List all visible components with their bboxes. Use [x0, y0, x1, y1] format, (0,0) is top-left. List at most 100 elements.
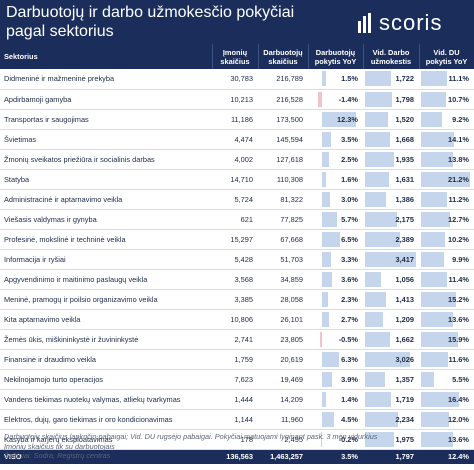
table-body: Didmeninė ir mažmeninė prekyba 30,783 216,… [0, 69, 474, 450]
avg-wage-bar-area: 1,209 [363, 310, 419, 329]
table-row: Žemės ūkis, miškininkystė ir žuvininkyst… [0, 329, 474, 350]
wage-change-value: 12.0% [448, 414, 469, 424]
table-header-row: Sektorius Įmonių skaičius Darbuotojų ska… [0, 44, 474, 69]
wage-change-bar [421, 231, 445, 247]
emp-change-bar-area: 2.5% [308, 150, 363, 169]
avg-wage-cell: 1,209 [363, 309, 419, 330]
wage-change-cell: 5.5% [419, 369, 474, 390]
emp-change-bar [321, 191, 330, 207]
wage-change-cell: 12.0% [419, 409, 474, 430]
avg-wage-cell: 1,386 [363, 189, 419, 210]
wage-change-value: 9.2% [452, 114, 469, 124]
wage-change-value: 15.2% [448, 294, 469, 304]
avg-wage-bar-area: 1,413 [363, 290, 419, 309]
employees-count: 173,500 [258, 109, 308, 130]
wage-change-cell: 11.6% [419, 349, 474, 370]
avg-wage-bar [365, 271, 381, 287]
table-row: Informacija ir ryšiai 5,428 51,703 3.3% 3,41… [0, 249, 474, 270]
emp-change-value: 4.5% [341, 414, 358, 424]
avg-wage-value: 1,386 [395, 194, 415, 204]
wage-change-cell: 9.9% [419, 249, 474, 270]
sector-name: Elektros, dujų, garo tiekimas ir oro kon… [0, 409, 212, 430]
wage-change-bar [421, 311, 453, 327]
avg-wage-bar-area: 1,798 [363, 90, 419, 109]
wage-change-cell: 14.1% [419, 129, 474, 150]
avg-wage-cell: 1,719 [363, 389, 419, 410]
emp-change-cell: 3.3% [308, 249, 363, 270]
wage-change-value: 11.2% [448, 194, 469, 204]
wage-change-bar-area: 9.2% [419, 110, 474, 129]
wage-change-bar-area: 15.9% [419, 330, 474, 349]
wage-change-cell: 11.2% [419, 189, 474, 210]
avg-wage-bar [365, 371, 386, 387]
avg-wage-bar [365, 431, 395, 447]
employees-count: 34,859 [258, 269, 308, 290]
sector-name: Kasyba ir karjerų eksploatavimas [0, 429, 212, 450]
avg-wage-cell: 1,662 [363, 329, 419, 350]
table-row: Administracinė ir aptarnavimo veikla 5,72… [0, 189, 474, 210]
emp-change-bar [321, 431, 322, 447]
companies-count: 1,444 [212, 389, 258, 410]
wage-change-cell: 13.6% [419, 309, 474, 330]
employees-count: 127,618 [258, 149, 308, 170]
wage-change-cell: 13.6% [419, 429, 474, 450]
emp-change-value: 2.5% [341, 154, 358, 164]
emp-change-bar [321, 151, 329, 167]
wage-change-value: 13.6% [448, 314, 469, 324]
avg-wage-value: 2,234 [395, 414, 415, 424]
avg-wage-cell: 3,026 [363, 349, 419, 370]
companies-count: 4,002 [212, 149, 258, 170]
emp-change-bar-area: 2.3% [308, 290, 363, 309]
emp-change-bar-area: 1.6% [308, 170, 363, 189]
wage-change-bar [421, 331, 458, 347]
avg-wage-bar-area: 2,389 [363, 230, 419, 249]
avg-wage-value: 1,209 [395, 314, 415, 324]
wage-change-cell: 11.1% [419, 69, 474, 90]
emp-change-cell: 3.6% [308, 269, 363, 290]
companies-count: 3,568 [212, 269, 258, 290]
avg-wage-bar-area: 1,520 [363, 110, 419, 129]
avg-wage-bar [365, 211, 398, 227]
header: Darbuotojų ir darbo užmokesčio pokyčiai … [0, 0, 474, 44]
companies-count: 10,213 [212, 89, 258, 110]
total-label: VISO [0, 449, 212, 464]
emp-change-bar-area: 2.7% [308, 310, 363, 329]
wage-change-bar-area: 11.4% [419, 270, 474, 289]
emp-change-bar-area: -1.4% [308, 90, 363, 109]
emp-change-bar-area: 3.3% [308, 250, 363, 269]
emp-change-value: 3.6% [341, 274, 358, 284]
footnote-line-2: Įmonių skaičius tik su darbuotojais [4, 441, 115, 451]
avg-wage-value: 1,413 [395, 294, 415, 304]
emp-change-bar [321, 391, 326, 407]
emp-change-bar-area: 3.6% [308, 270, 363, 289]
emp-change-bar-area: 12.3% [308, 110, 363, 129]
companies-count: 5,428 [212, 249, 258, 270]
emp-change-value: 1.5% [341, 74, 358, 84]
wage-change-bar-area: 11.2% [419, 190, 474, 209]
table-row: Finansinė ir draudimo veikla 1,759 20,619 6… [0, 349, 474, 370]
avg-wage-bar [365, 131, 390, 147]
employees-count: 2,495 [258, 429, 308, 450]
companies-count: 621 [212, 209, 258, 230]
wage-change-bar-area: 10.7% [419, 90, 474, 109]
emp-change-cell: 3.9% [308, 369, 363, 390]
emp-change-cell: 2.7% [308, 309, 363, 330]
wage-change-bar-area: 15.2% [419, 290, 474, 309]
emp-change-bar-area: 1.4% [308, 390, 363, 409]
emp-change-bar [321, 211, 338, 227]
avg-wage-bar-area: 1,056 [363, 270, 419, 289]
emp-change-cell: -0.2% [308, 429, 363, 450]
wage-change-bar-area: 13.8% [419, 150, 474, 169]
avg-wage-bar-area: 1,631 [363, 170, 419, 189]
bar-chart-logo-icon [358, 13, 373, 33]
sector-name: Profesinė, mokslinė ir techninė veikla [0, 229, 212, 250]
avg-wage-bar [365, 331, 390, 347]
avg-wage-bar-area: 2,234 [363, 410, 419, 429]
sector-name: Informacija ir ryšiai [0, 249, 212, 270]
emp-change-cell: 5.7% [308, 209, 363, 230]
emp-change-cell: 4.5% [308, 409, 363, 430]
footnote-line-3: Šaltiniai: Sodra, Registrų centras [4, 451, 111, 460]
column-header-avg-wage: Vid. Darbo užmokestis [363, 44, 420, 69]
wage-change-bar [421, 351, 448, 367]
